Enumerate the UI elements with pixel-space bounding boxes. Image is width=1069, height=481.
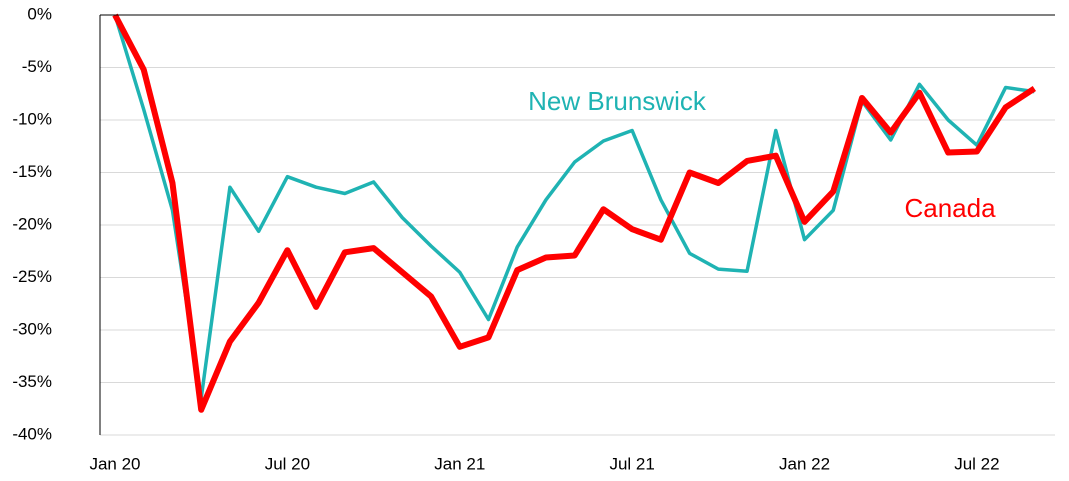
y-tick-label: -10% [12, 109, 52, 128]
x-tick-label: Jan 20 [89, 454, 140, 473]
y-tick-label: -35% [12, 372, 52, 391]
series-line [112, 13, 1037, 413]
y-tick-label: 0% [27, 4, 52, 23]
series-label: New Brunswick [528, 86, 707, 116]
y-tick-label: -15% [12, 162, 52, 181]
lines: New Brunswick Canada [112, 13, 1037, 413]
x-tick-label: Jan 22 [779, 454, 830, 473]
x-tick-label: Jul 20 [265, 454, 310, 473]
x-tick-label: Jan 21 [434, 454, 485, 473]
y-tick-label: -40% [12, 424, 52, 443]
x-tick-label: Jul 22 [954, 454, 999, 473]
y-tick-label: -20% [12, 214, 52, 233]
grid [100, 14, 1055, 436]
y-tick-label: -25% [12, 267, 52, 286]
y-tick-label: -5% [22, 57, 52, 76]
axes: 0% -5% -10% -15% -20% -25% -30% -35% -40% Jan 20 J… [12, 4, 1055, 473]
series-label: Canada [904, 193, 996, 223]
series-line [113, 14, 1035, 400]
x-tick-label: Jul 21 [609, 454, 654, 473]
y-tick-label: -30% [12, 319, 52, 338]
